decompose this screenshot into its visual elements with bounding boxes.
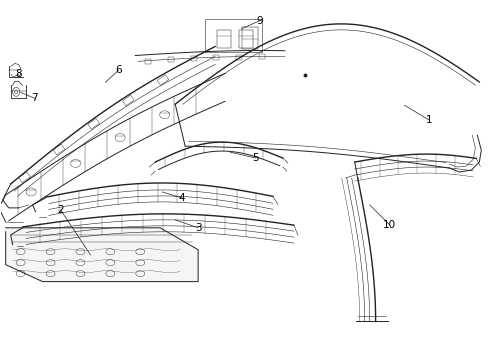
Text: 2: 2 xyxy=(57,205,64,215)
Polygon shape xyxy=(6,228,198,282)
Text: 6: 6 xyxy=(115,66,122,76)
Text: 7: 7 xyxy=(31,93,38,103)
Bar xyxy=(19,172,30,183)
Bar xyxy=(88,118,99,129)
Bar xyxy=(145,59,151,64)
Text: 9: 9 xyxy=(257,15,263,26)
Bar xyxy=(259,54,265,59)
Bar xyxy=(214,55,220,60)
Text: 3: 3 xyxy=(195,223,201,233)
Bar xyxy=(53,144,65,155)
Bar xyxy=(191,56,196,61)
Text: 1: 1 xyxy=(426,115,433,125)
Text: 4: 4 xyxy=(179,193,186,203)
Text: 10: 10 xyxy=(383,220,396,230)
Text: 8: 8 xyxy=(15,69,22,80)
Bar xyxy=(236,55,242,60)
Bar xyxy=(157,75,169,85)
Text: 5: 5 xyxy=(253,153,259,163)
Bar xyxy=(168,57,174,62)
Bar xyxy=(122,95,134,106)
